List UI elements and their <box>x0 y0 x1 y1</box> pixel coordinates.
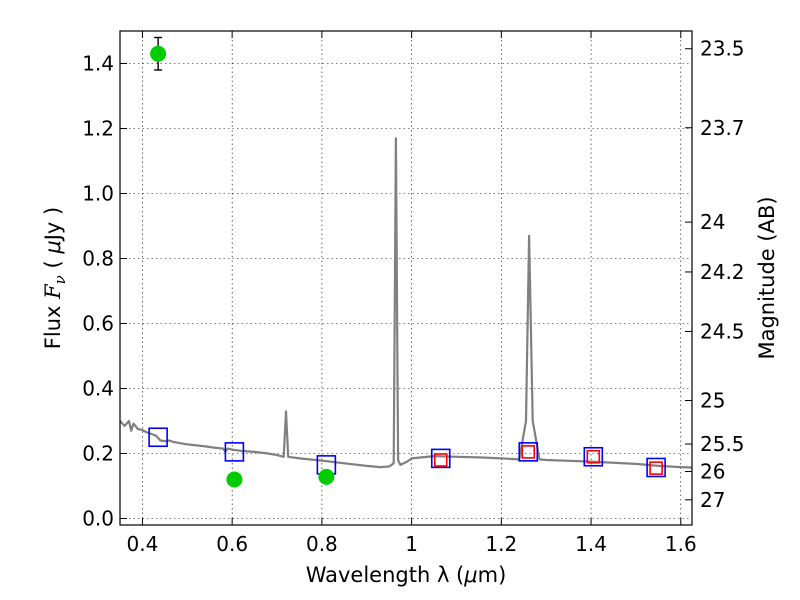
observed-flux-point <box>226 471 243 488</box>
model-photometry-square <box>148 427 168 448</box>
x-tick-label: 1.4 <box>575 532 607 556</box>
y2-axis-title: Magnitude (AB) <box>755 196 779 359</box>
x-tick-label: 1.6 <box>665 532 697 556</box>
y-tick-label: 1.4 <box>82 52 114 76</box>
observed-flux-point <box>318 468 335 485</box>
y2-tick-label: 23.5 <box>700 37 745 61</box>
y-tick-label: 0.2 <box>82 442 114 466</box>
y-tick-label: 1.2 <box>82 117 114 141</box>
y-tick-label: 1.0 <box>82 182 114 206</box>
x-tick-label: 0.8 <box>306 532 338 556</box>
grid-lines <box>120 31 692 525</box>
x-axis-title: Wavelength λ (μm) <box>306 563 507 587</box>
model-photometry-square <box>518 442 539 462</box>
spectrum-line <box>119 137 693 469</box>
y2-tick-label: 24 <box>700 210 725 234</box>
markers-layer <box>148 36 666 488</box>
y2-tick-label: 25 <box>700 388 725 412</box>
model-photometry-square <box>430 448 451 469</box>
plot-frame <box>119 30 693 526</box>
y2-tick-label: 24.2 <box>700 260 745 284</box>
x-tick-label: 0.4 <box>127 532 159 556</box>
spectrum-layer <box>119 137 693 469</box>
model-photometry-square <box>583 446 604 467</box>
y-tick-label: 0.4 <box>82 377 114 401</box>
y-tick-label: 0.6 <box>82 312 114 336</box>
observed-photometry-square <box>433 453 448 467</box>
x-tick-label: 1.2 <box>485 532 517 556</box>
x-tick-label: 0.6 <box>216 532 248 556</box>
y2-tick-label: 26 <box>700 460 725 484</box>
y2-tick-label: 25.5 <box>700 432 745 456</box>
y2-tick-label: 24.5 <box>700 319 745 343</box>
observed-photometry-square <box>649 461 663 475</box>
observed-flux-point <box>150 45 167 62</box>
y-tick-label: 0.8 <box>82 247 114 271</box>
y2-tick-label: 27 <box>700 488 725 512</box>
x-tick-label: 1 <box>405 532 418 556</box>
axis-ticks: 0.4 0.6 0.8 1 1.2 1.4 1.6 0.0 0.2 0.4 0.6 0.8 1.0 1.2… <box>82 31 745 556</box>
plot-background <box>120 31 692 525</box>
y2-tick-label: 23.7 <box>700 116 745 140</box>
model-photometry-square <box>646 457 666 478</box>
observed-photometry-square <box>586 449 601 464</box>
observed-photometry-square <box>521 445 536 459</box>
model-photometry-square <box>224 442 245 462</box>
y-tick-label: 0.0 <box>82 507 114 531</box>
y-axis-title: Flux Fν ( μJy ) <box>41 207 69 349</box>
